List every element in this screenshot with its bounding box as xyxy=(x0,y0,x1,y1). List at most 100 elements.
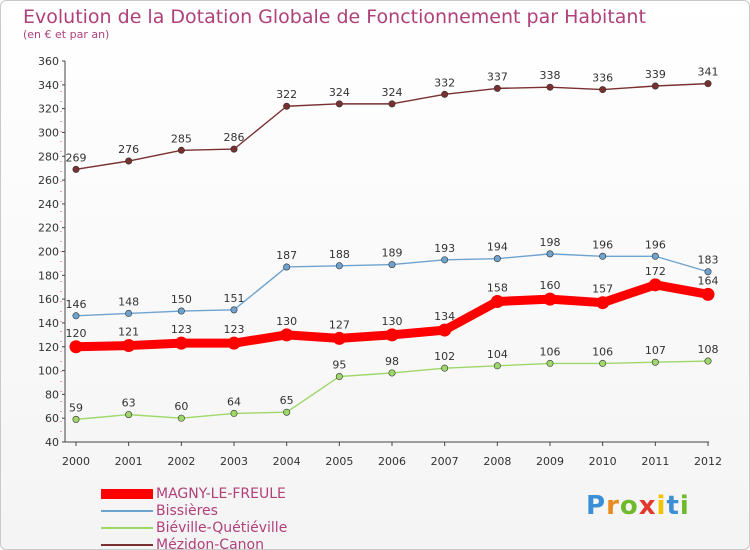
x-tick-label: 2012 xyxy=(694,455,722,468)
data-label: 59 xyxy=(69,401,83,414)
x-tick-label: 2005 xyxy=(325,455,353,468)
y-tick-label: 280 xyxy=(38,150,59,163)
data-point xyxy=(335,262,343,270)
data-label: 64 xyxy=(227,395,241,408)
data-label: 187 xyxy=(276,249,297,262)
data-label: 158 xyxy=(487,282,508,295)
x-tick-label: 2001 xyxy=(115,455,143,468)
data-point xyxy=(441,90,449,98)
legend-label: Mézidon-Canon xyxy=(156,536,264,550)
data-point xyxy=(122,339,136,353)
data-point xyxy=(596,296,610,310)
data-label: 104 xyxy=(487,348,508,361)
data-point xyxy=(546,83,554,91)
data-point xyxy=(335,100,343,108)
chart-title: Evolution de la Dotation Globale de Fonc… xyxy=(23,6,646,28)
data-point xyxy=(704,357,712,365)
data-point xyxy=(546,359,554,367)
data-point xyxy=(332,331,346,345)
y-tick-label: 300 xyxy=(38,126,59,139)
data-label: 332 xyxy=(434,76,455,89)
data-point xyxy=(125,411,133,419)
x-tick-label: 2002 xyxy=(167,455,195,468)
data-point xyxy=(651,252,659,260)
data-label: 324 xyxy=(382,86,403,99)
data-label: 120 xyxy=(66,327,87,340)
x-tick-label: 2009 xyxy=(536,455,564,468)
data-label: 95 xyxy=(332,359,346,372)
data-label: 123 xyxy=(171,323,192,336)
legend: MAGNY-LE-FREULE Bissières Biéville-Quétiév… xyxy=(101,485,288,550)
data-label: 127 xyxy=(329,318,350,331)
data-point xyxy=(441,364,449,372)
y-tick-label: 100 xyxy=(38,365,59,378)
data-point xyxy=(125,157,133,165)
data-point xyxy=(704,268,712,276)
data-point xyxy=(174,336,188,350)
data-label: 102 xyxy=(434,350,455,363)
data-label: 106 xyxy=(592,345,613,358)
data-label: 65 xyxy=(280,394,294,407)
data-point xyxy=(493,84,501,92)
data-label: 164 xyxy=(698,274,719,287)
x-tick-label: 2003 xyxy=(220,455,248,468)
data-label: 198 xyxy=(540,236,561,249)
y-tick-label: 120 xyxy=(38,341,59,354)
data-label: 134 xyxy=(434,310,455,323)
data-point xyxy=(283,408,291,416)
y-tick-label: 240 xyxy=(38,198,59,211)
data-point xyxy=(72,415,80,423)
data-label: 130 xyxy=(382,315,403,328)
data-label: 157 xyxy=(592,283,613,296)
data-label: 324 xyxy=(329,86,350,99)
y-tick-label: 80 xyxy=(45,388,59,401)
data-label: 121 xyxy=(118,326,139,339)
data-point xyxy=(177,414,185,422)
data-label: 106 xyxy=(540,345,561,358)
data-point xyxy=(490,295,504,309)
data-point xyxy=(701,287,715,301)
data-point xyxy=(280,328,294,342)
data-point xyxy=(388,261,396,269)
data-label: 183 xyxy=(698,254,719,267)
data-label: 148 xyxy=(118,295,139,308)
data-label: 108 xyxy=(698,343,719,356)
data-label: 98 xyxy=(385,355,399,368)
data-point xyxy=(599,252,607,260)
x-tick-label: 2000 xyxy=(62,455,90,468)
y-tick-label: 60 xyxy=(45,412,59,425)
data-label: 193 xyxy=(434,242,455,255)
data-point xyxy=(72,312,80,320)
y-tick-label: 220 xyxy=(38,222,59,235)
legend-label: Biéville-Quétiéville xyxy=(156,519,288,536)
x-tick-label: 2011 xyxy=(641,455,669,468)
legend-swatch xyxy=(101,543,153,546)
data-label: 107 xyxy=(645,344,666,357)
data-point xyxy=(599,86,607,94)
legend-swatch xyxy=(101,509,153,512)
data-point xyxy=(543,292,557,306)
data-point xyxy=(177,307,185,315)
y-tick-label: 40 xyxy=(45,436,59,449)
data-label: 337 xyxy=(487,70,508,83)
data-label: 146 xyxy=(66,298,87,311)
data-point xyxy=(69,340,83,354)
data-point xyxy=(230,306,238,314)
data-label: 276 xyxy=(118,143,139,156)
data-point xyxy=(230,145,238,153)
y-tick-label: 260 xyxy=(38,174,59,187)
y-tick-label: 340 xyxy=(38,79,59,92)
y-tick-label: 160 xyxy=(38,293,59,306)
data-point xyxy=(438,323,452,337)
data-point xyxy=(388,100,396,108)
data-label: 338 xyxy=(540,69,561,82)
data-label: 286 xyxy=(224,131,245,144)
data-point xyxy=(648,278,662,292)
data-point xyxy=(335,373,343,381)
data-label: 130 xyxy=(276,315,297,328)
data-label: 123 xyxy=(224,323,245,336)
y-tick-label: 180 xyxy=(38,269,59,282)
data-label: 341 xyxy=(698,66,719,79)
